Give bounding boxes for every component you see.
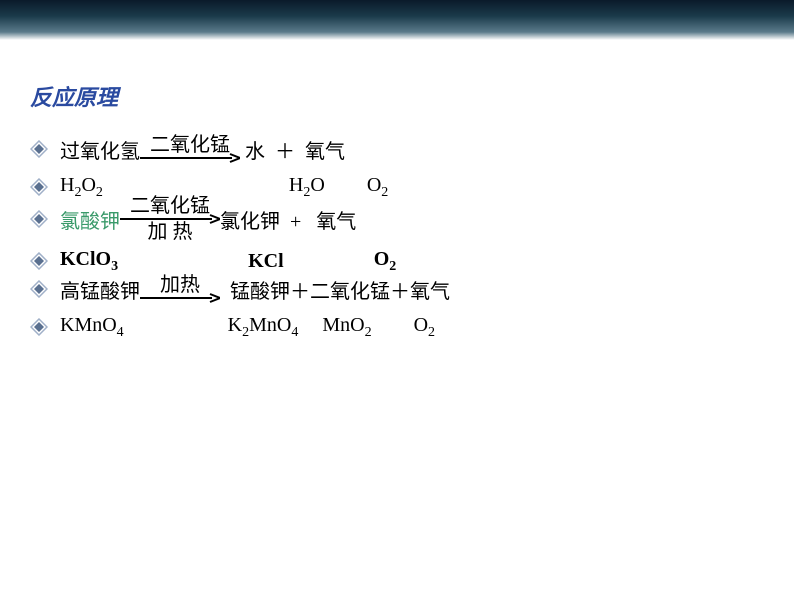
- slide-content: 反应原理 过氧化氢二氧化锰 水 ＋ 氧气 H2O2H2OO2 氯酸钾二氧化锰 加…: [0, 40, 794, 386]
- arrow-condition-top: 二氧化锰: [130, 196, 210, 216]
- product-cn: 水 ＋ 氧气: [240, 135, 345, 164]
- diamond-bullet-icon: [30, 178, 50, 196]
- diamond-bullet-icon: [30, 252, 50, 270]
- reaction-word-line: 氯酸钾二氧化锰 加 热氯化钾 + 氧气: [30, 196, 764, 242]
- reaction-arrow: 二氧化锰: [140, 135, 240, 163]
- reaction-arrow: 二氧化锰 加 热: [120, 196, 220, 242]
- reactant-formula: KClO3: [60, 248, 118, 275]
- diamond-bullet-icon: [30, 280, 50, 298]
- product-formula: MnO2: [322, 314, 371, 341]
- header-gradient-bar: [0, 0, 794, 40]
- diamond-bullet-icon: [30, 210, 50, 228]
- product-formula: KCl: [248, 250, 284, 273]
- reaction-formula-line: KMnO4 K2MnO4 MnO2 O2: [30, 308, 764, 346]
- diamond-bullet-icon: [30, 318, 50, 336]
- product-cn: 锰酸钾＋二氧化锰＋氧气: [220, 275, 450, 304]
- arrow-condition-top: 加热: [160, 275, 200, 295]
- reactant-cn: 过氧化氢: [60, 135, 140, 164]
- product-formula: O2: [367, 174, 388, 201]
- arrow-icon: [140, 293, 220, 303]
- product-formula: O2: [414, 314, 435, 341]
- product-cn: 氯化钾 + 氧气: [220, 205, 356, 234]
- reactions-container: 过氧化氢二氧化锰 水 ＋ 氧气 H2O2H2OO2 氯酸钾二氧化锰 加 热氯化钾…: [30, 130, 764, 346]
- reactant-formula: KMnO4: [60, 314, 124, 341]
- reactant-formula: H2O2: [60, 174, 103, 201]
- product-formula: K2MnO4: [228, 314, 299, 341]
- reaction-word-line: 高锰酸钾加热 锰酸钾＋二氧化锰＋氧气: [30, 270, 764, 308]
- slide-title: 反应原理: [30, 80, 764, 112]
- diamond-bullet-icon: [30, 140, 50, 158]
- reactant-cn: 高锰酸钾: [60, 275, 140, 304]
- reaction-arrow: 加热: [140, 275, 220, 303]
- reactant-cn: 氯酸钾: [60, 205, 120, 234]
- reaction-word-line: 过氧化氢二氧化锰 水 ＋ 氧气: [30, 130, 764, 168]
- arrow-condition-top: 二氧化锰: [150, 135, 230, 155]
- product-formula: H2O: [289, 174, 325, 201]
- product-formula: O2: [374, 248, 397, 275]
- arrow-icon: [140, 153, 240, 163]
- arrow-condition-bottom: 加 热: [148, 222, 193, 242]
